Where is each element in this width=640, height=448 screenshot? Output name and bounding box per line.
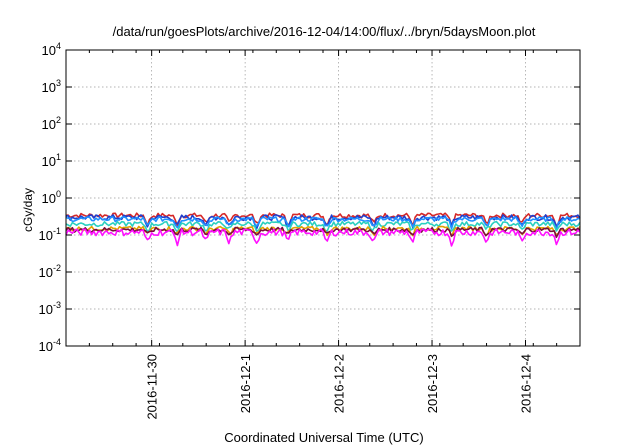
x-axis: 2016-11-30 2016-12-1 2016-12-2 2016-12-3 201… bbox=[88, 50, 558, 420]
x-tick-label: 2016-11-30 bbox=[145, 354, 160, 420]
y-tick-label: 104 bbox=[42, 41, 61, 58]
series-line-3 bbox=[65, 216, 581, 231]
series-line-1 bbox=[65, 212, 581, 228]
grid bbox=[66, 50, 580, 346]
chart-title: /data/run/goesPlots/archive/2016-12-04/1… bbox=[113, 24, 536, 39]
y-axis: 10-4 10-3 10-2 10-1 100 101 102 103 104 bbox=[39, 41, 580, 354]
series-line-6 bbox=[65, 226, 581, 239]
x-tick-label: 2016-12-3 bbox=[425, 354, 440, 413]
y-tick-label: 10-1 bbox=[39, 226, 61, 243]
y-tick-label: 10-2 bbox=[39, 263, 61, 280]
y-tick-label: 103 bbox=[42, 78, 61, 95]
y-tick-label: 10-4 bbox=[39, 337, 61, 354]
y-tick-label: 102 bbox=[42, 115, 61, 132]
x-tick-label: 2016-12-4 bbox=[518, 354, 533, 413]
series-line-7 bbox=[65, 228, 581, 247]
y-tick-label: 101 bbox=[42, 152, 61, 169]
series-line-4 bbox=[65, 220, 581, 233]
x-tick-label: 2016-12-2 bbox=[332, 354, 347, 413]
x-axis-label: Coordinated Universal Time (UTC) bbox=[224, 430, 423, 445]
y-axis-label: cGy/day bbox=[21, 188, 35, 232]
y-tick-label: 100 bbox=[42, 189, 61, 206]
series-layer bbox=[65, 212, 581, 247]
x-tick-label: 2016-12-1 bbox=[238, 354, 253, 413]
y-tick-label: 10-3 bbox=[39, 300, 61, 317]
